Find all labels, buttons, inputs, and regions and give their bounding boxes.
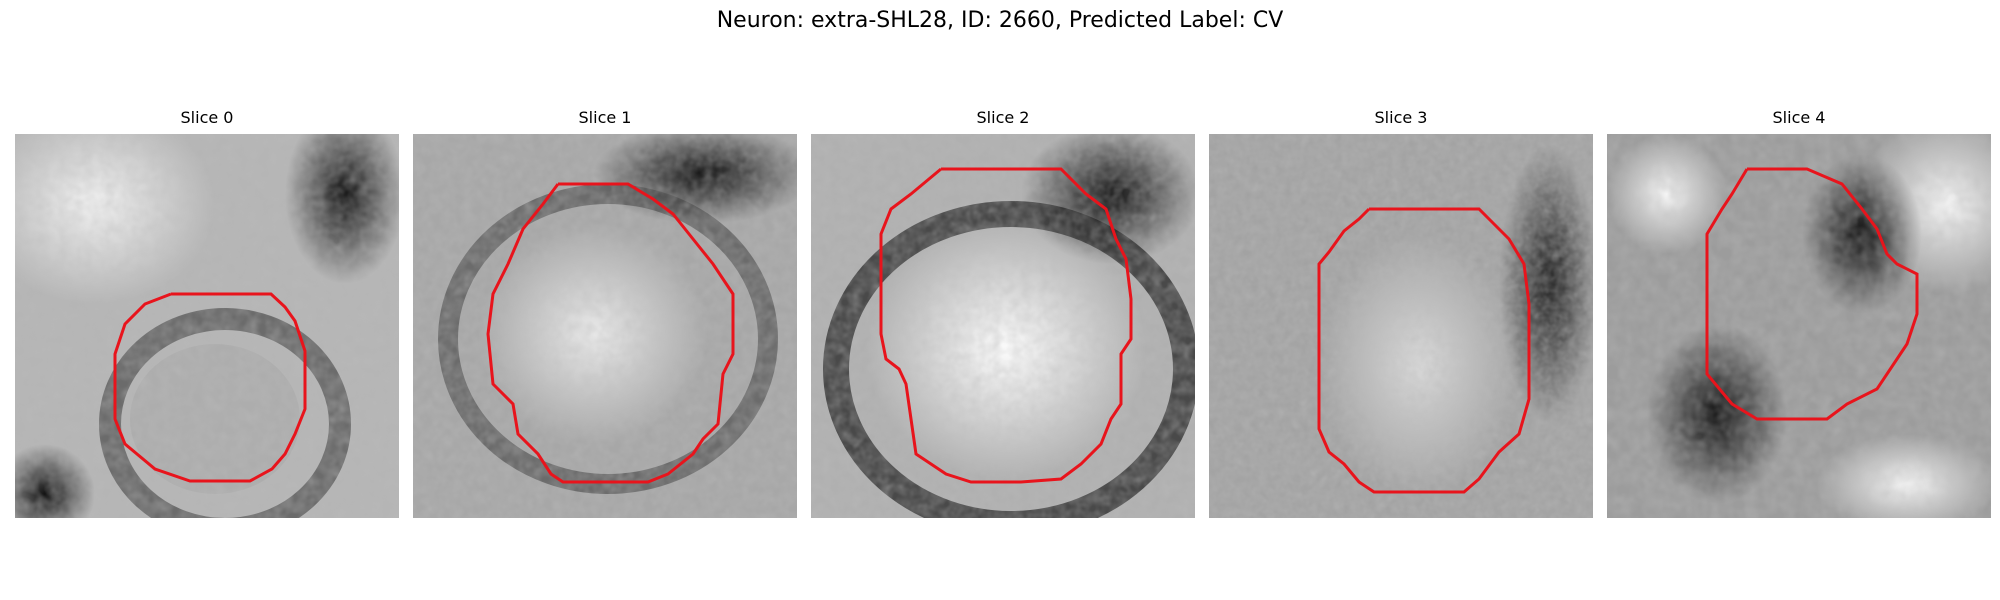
slice-title-0: Slice 0 [180, 108, 234, 127]
slice-panel-3: Slice 3 [1209, 108, 1593, 518]
contour-4 [1705, 167, 1919, 421]
figure-title: Neuron: extra-SHL28, ID: 2660, Predicted… [716, 8, 1284, 33]
slice-image-2 [811, 134, 1195, 518]
slice-panel-1: Slice 1 [413, 108, 797, 518]
slice-image-1 [413, 134, 797, 518]
contour-2 [879, 167, 1133, 484]
slice-panel-4: Slice 4 [1607, 108, 1991, 518]
slice-title-1: Slice 1 [578, 108, 632, 127]
slice-image-0 [15, 134, 399, 518]
contour-0 [113, 292, 307, 483]
slice-title-4: Slice 4 [1772, 108, 1826, 127]
slice-panel-0: Slice 0 [15, 108, 399, 518]
slice-image-3 [1209, 134, 1593, 518]
slice-panel-2: Slice 2 [811, 108, 1195, 518]
contour-3 [1317, 207, 1531, 494]
slice-title-3: Slice 3 [1374, 108, 1428, 127]
slice-image-4 [1607, 134, 1991, 518]
contour-1 [486, 182, 735, 484]
slice-title-2: Slice 2 [976, 108, 1030, 127]
